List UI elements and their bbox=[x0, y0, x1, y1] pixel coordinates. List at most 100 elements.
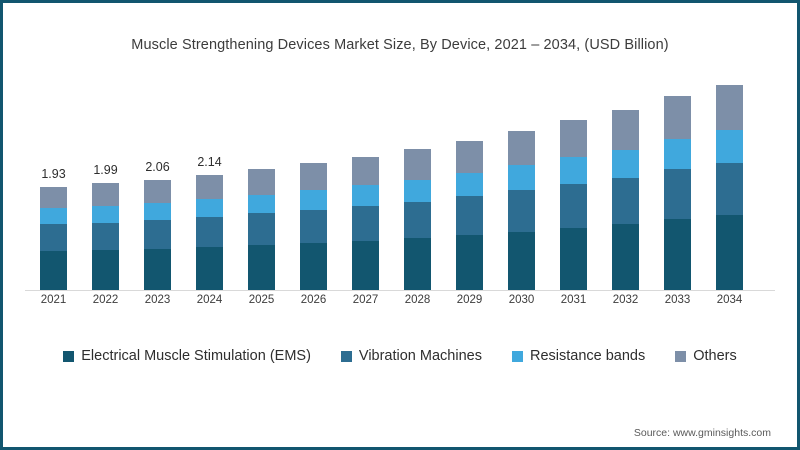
bar-segment-resistance-bands[interactable] bbox=[248, 194, 275, 214]
bar-segment-electrical-muscle-stimulation-ems[interactable] bbox=[300, 242, 327, 290]
legend-label: Electrical Muscle Stimulation (EMS) bbox=[81, 348, 311, 364]
x-tick-2030: 2030 bbox=[508, 294, 535, 306]
bar-segment-resistance-bands[interactable] bbox=[300, 189, 327, 210]
bar-segment-electrical-muscle-stimulation-ems[interactable] bbox=[196, 247, 223, 290]
stacked-bar[interactable] bbox=[664, 96, 691, 290]
bar-segment-electrical-muscle-stimulation-ems[interactable] bbox=[508, 231, 535, 290]
bar-segment-vibration-machines[interactable] bbox=[612, 178, 639, 225]
bar-segment-vibration-machines[interactable] bbox=[144, 219, 171, 249]
bar-segment-others[interactable] bbox=[248, 168, 275, 195]
x-tick-2021: 2021 bbox=[40, 294, 67, 306]
bar-segment-vibration-machines[interactable] bbox=[716, 162, 743, 215]
bar-segment-vibration-machines[interactable] bbox=[404, 201, 431, 239]
bar-segment-others[interactable] bbox=[560, 120, 587, 158]
stacked-bar[interactable] bbox=[92, 183, 119, 290]
bar-segment-resistance-bands[interactable] bbox=[508, 165, 535, 191]
bar-segment-electrical-muscle-stimulation-ems[interactable] bbox=[352, 240, 379, 290]
bar-segment-electrical-muscle-stimulation-ems[interactable] bbox=[144, 248, 171, 290]
bar-segment-electrical-muscle-stimulation-ems[interactable] bbox=[560, 227, 587, 290]
x-tick-2027: 2027 bbox=[352, 294, 379, 306]
bar-segment-others[interactable] bbox=[612, 110, 639, 150]
bar-segment-vibration-machines[interactable] bbox=[664, 169, 691, 220]
bar-segment-vibration-machines[interactable] bbox=[508, 190, 535, 232]
bar-segment-electrical-muscle-stimulation-ems[interactable] bbox=[40, 251, 67, 290]
x-tick-2025: 2025 bbox=[248, 294, 275, 306]
stacked-bar[interactable] bbox=[300, 163, 327, 290]
bar-segment-electrical-muscle-stimulation-ems[interactable] bbox=[456, 234, 483, 290]
legend-item[interactable]: Electrical Muscle Stimulation (EMS) bbox=[63, 348, 311, 364]
bar-segment-others[interactable] bbox=[508, 130, 535, 166]
bar-value-label: 1.93 bbox=[41, 166, 66, 181]
bar-segment-electrical-muscle-stimulation-ems[interactable] bbox=[404, 238, 431, 290]
bar-segment-electrical-muscle-stimulation-ems[interactable] bbox=[664, 219, 691, 290]
chart-legend: Electrical Muscle Stimulation (EMS) Vibra… bbox=[3, 348, 797, 364]
bar-segment-vibration-machines[interactable] bbox=[560, 183, 587, 228]
x-tick-2032: 2032 bbox=[612, 294, 639, 306]
bar-segment-others[interactable] bbox=[404, 149, 431, 180]
bar-segment-others[interactable] bbox=[196, 175, 223, 200]
stacked-bar[interactable] bbox=[716, 84, 743, 290]
bar-segment-electrical-muscle-stimulation-ems[interactable] bbox=[612, 224, 639, 290]
x-tick-2026: 2026 bbox=[300, 294, 327, 306]
bar-segment-vibration-machines[interactable] bbox=[40, 224, 67, 252]
legend-label: Others bbox=[693, 348, 737, 364]
bar-segment-others[interactable] bbox=[300, 163, 327, 190]
bar-segment-others[interactable] bbox=[40, 186, 67, 209]
chart-canvas: Muscle Strengthening Devices Market Size… bbox=[3, 3, 797, 447]
bar-segment-resistance-bands[interactable] bbox=[716, 129, 743, 163]
legend-item[interactable]: Vibration Machines bbox=[340, 348, 482, 364]
bar-segment-others[interactable] bbox=[716, 84, 743, 130]
stacked-bar[interactable] bbox=[40, 186, 67, 290]
bar-segment-others[interactable] bbox=[144, 179, 171, 203]
bar-segment-electrical-muscle-stimulation-ems[interactable] bbox=[248, 245, 275, 290]
bar-segment-electrical-muscle-stimulation-ems[interactable] bbox=[716, 215, 743, 290]
stacked-bar[interactable] bbox=[248, 168, 275, 290]
x-tick-2024: 2024 bbox=[196, 294, 223, 306]
bar-segment-vibration-machines[interactable] bbox=[248, 213, 275, 245]
plot-area: 1.93 1.99 2.06 2.14 bbox=[25, 65, 781, 290]
bar-segment-resistance-bands[interactable] bbox=[456, 172, 483, 197]
page-title: Muscle Strengthening Devices Market Size… bbox=[131, 37, 669, 53]
stacked-bar[interactable] bbox=[508, 130, 535, 290]
bar-segment-resistance-bands[interactable] bbox=[144, 202, 171, 220]
bar-segment-resistance-bands[interactable] bbox=[612, 149, 639, 179]
x-axis-line bbox=[25, 290, 775, 291]
stacked-bar[interactable] bbox=[612, 110, 639, 290]
stacked-bar[interactable] bbox=[352, 156, 379, 290]
bar-segment-resistance-bands[interactable] bbox=[352, 185, 379, 206]
x-axis-tick-labels: 2021 2022 2023 2024 2025 2026 2027 2028 2029 2030… bbox=[25, 294, 781, 314]
legend-swatch-icon bbox=[63, 350, 75, 362]
legend-item[interactable]: Others bbox=[675, 348, 737, 364]
legend-item[interactable]: Resistance bands bbox=[511, 348, 645, 364]
legend-label: Vibration Machines bbox=[358, 348, 482, 364]
bar-segment-resistance-bands[interactable] bbox=[92, 205, 119, 223]
bar-segment-vibration-machines[interactable] bbox=[456, 196, 483, 235]
x-tick-2023: 2023 bbox=[144, 294, 171, 306]
bar-segment-others[interactable] bbox=[664, 96, 691, 139]
bar-segment-resistance-bands[interactable] bbox=[404, 179, 431, 202]
legend-swatch-icon bbox=[340, 350, 352, 362]
bar-segment-resistance-bands[interactable] bbox=[664, 138, 691, 170]
bar-segment-vibration-machines[interactable] bbox=[300, 209, 327, 243]
stacked-bar[interactable] bbox=[144, 179, 171, 290]
x-tick-2033: 2033 bbox=[664, 294, 691, 306]
bar-segment-resistance-bands[interactable] bbox=[560, 157, 587, 184]
bar-segment-others[interactable] bbox=[352, 156, 379, 186]
x-tick-2029: 2029 bbox=[456, 294, 483, 306]
x-tick-2034: 2034 bbox=[716, 294, 743, 306]
stacked-bar[interactable] bbox=[196, 175, 223, 290]
bar-segment-others[interactable] bbox=[92, 183, 119, 206]
bar-segment-vibration-machines[interactable] bbox=[92, 222, 119, 251]
bar-segment-vibration-machines[interactable] bbox=[352, 205, 379, 241]
bar-segment-resistance-bands[interactable] bbox=[40, 208, 67, 225]
stacked-bar[interactable] bbox=[560, 120, 587, 290]
bar-segment-others[interactable] bbox=[456, 140, 483, 173]
stacked-bar[interactable] bbox=[404, 149, 431, 290]
bar-segment-electrical-muscle-stimulation-ems[interactable] bbox=[92, 250, 119, 290]
bar-value-label: 2.06 bbox=[145, 159, 170, 174]
legend-swatch-icon bbox=[511, 350, 523, 362]
bar-segment-vibration-machines[interactable] bbox=[196, 217, 223, 248]
stacked-bar[interactable] bbox=[456, 140, 483, 290]
bar-segment-resistance-bands[interactable] bbox=[196, 199, 223, 218]
